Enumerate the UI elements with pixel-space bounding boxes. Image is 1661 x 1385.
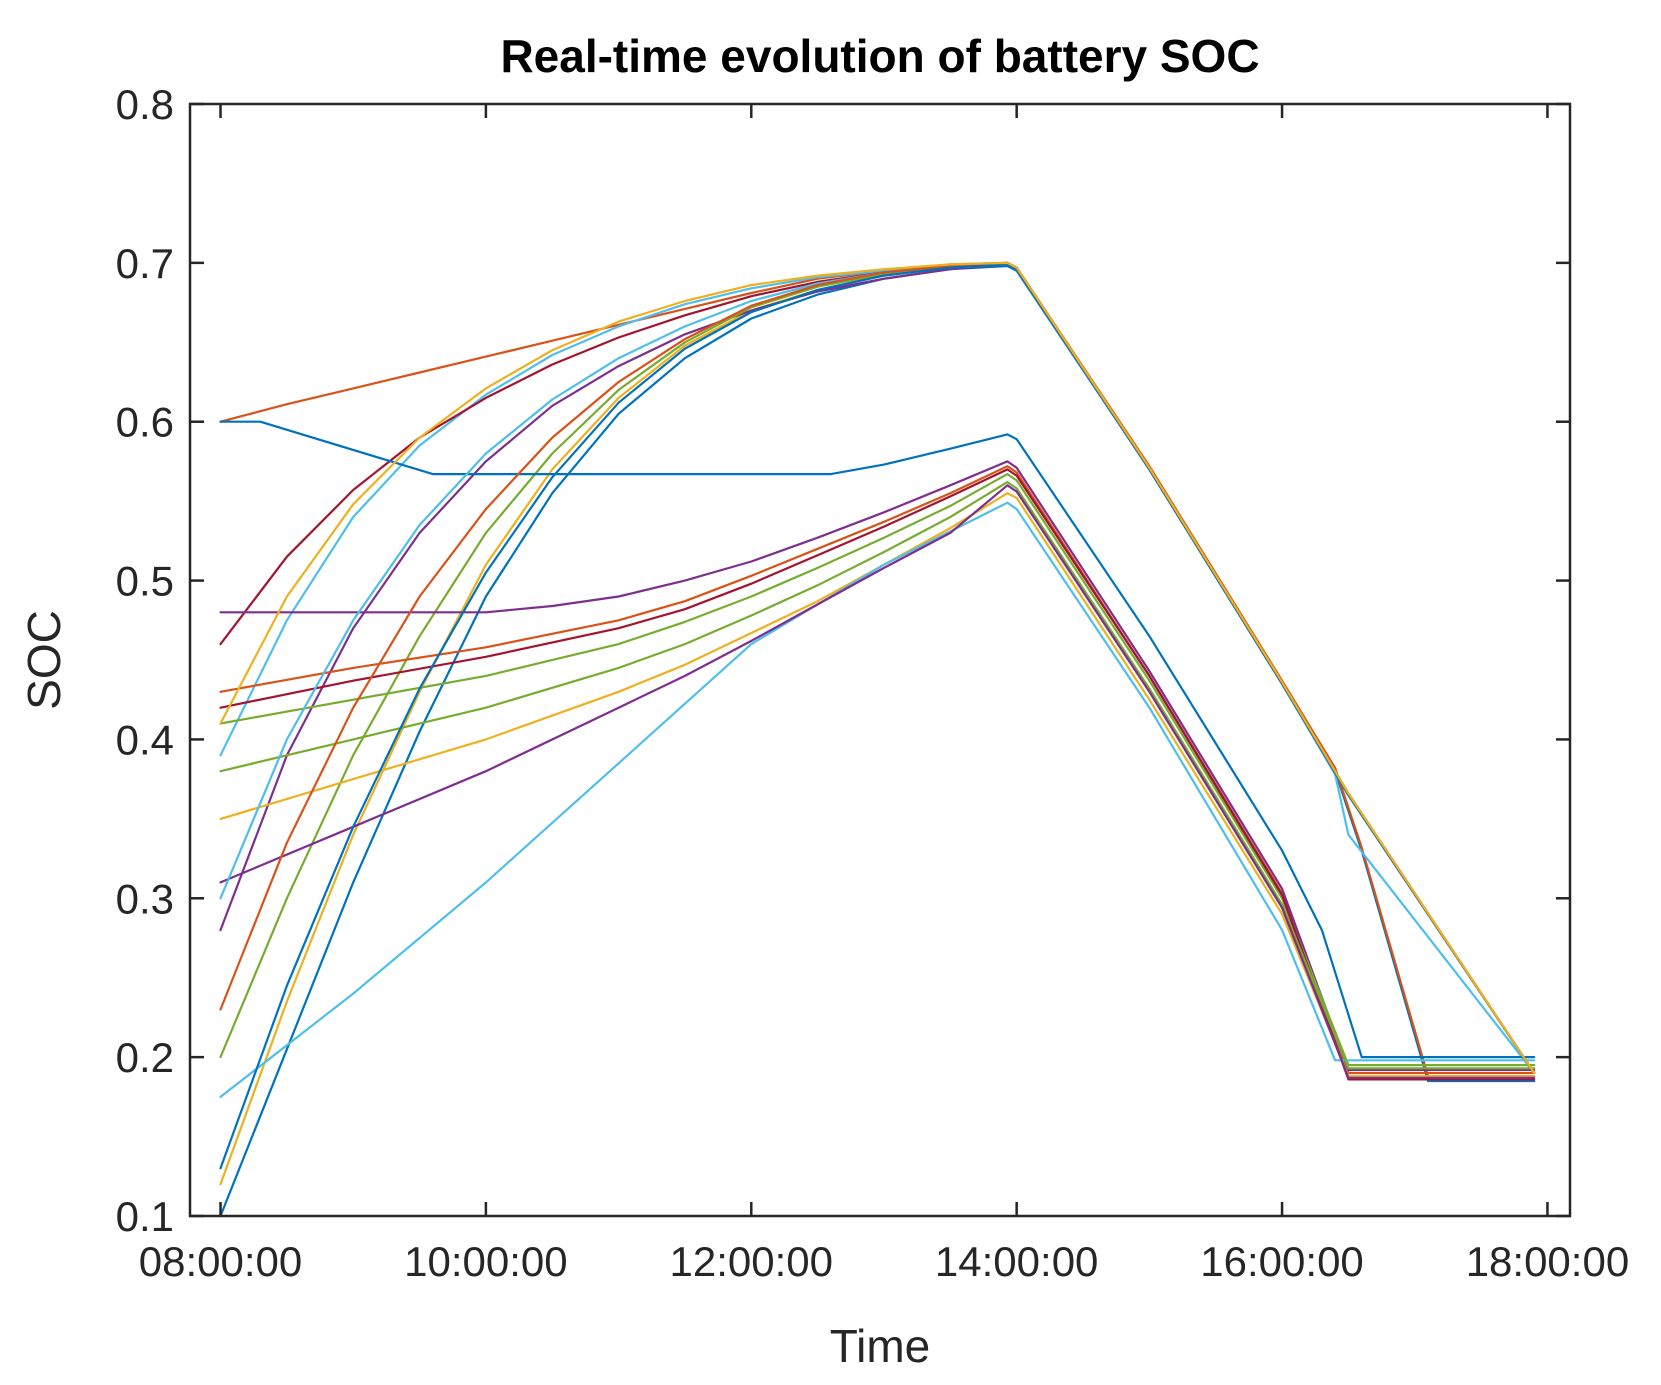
x-tick-label: 14:00:00: [935, 1238, 1099, 1285]
y-axis-ticks: 0.1 0.2 0.3 0.4 0.5 0.6 0.7 0.8: [116, 81, 1570, 1240]
series-line-1: [219, 264, 1536, 1218]
series-line-11: [219, 460, 1536, 1072]
series-line-19: [219, 263, 1536, 1170]
y-tick-label: 0.6: [116, 399, 174, 446]
y-axis-label: SOC: [18, 610, 70, 710]
y-tick-label: 0.2: [116, 1034, 174, 1081]
series-line-12: [219, 473, 1536, 1067]
plot-area: [219, 261, 1536, 1218]
y-tick-label: 0.8: [116, 81, 174, 128]
x-tick-label: 10:00:00: [404, 1238, 568, 1285]
y-tick-label: 0.7: [116, 240, 174, 287]
y-tick-label: 0.3: [116, 875, 174, 922]
chart-title: Real-time evolution of battery SOC: [500, 30, 1259, 82]
x-axis-label: Time: [830, 1320, 931, 1372]
axes-box: [188, 102, 1572, 1218]
y-tick-label: 0.4: [116, 716, 174, 763]
x-axis-ticks: 08:00:00 10:00:00 12:00:00 14:00:00 16:00:00…: [139, 104, 1629, 1285]
x-tick-label: 08:00:00: [139, 1238, 303, 1285]
y-tick-label: 0.5: [116, 558, 174, 605]
x-tick-label: 16:00:00: [1200, 1238, 1364, 1285]
series-line-14: [219, 468, 1536, 1081]
x-tick-label: 12:00:00: [670, 1238, 834, 1285]
series-line-8: [219, 420, 1536, 1059]
series-line-15: [219, 481, 1536, 1070]
series-line-20: [219, 261, 1536, 1075]
series-line-7: [219, 261, 1536, 1075]
series-line-16: [219, 484, 1536, 1079]
y-tick-label: 0.1: [116, 1193, 174, 1240]
series-line-13: [219, 501, 1536, 1099]
x-tick-label: 18:00:00: [1466, 1238, 1630, 1285]
